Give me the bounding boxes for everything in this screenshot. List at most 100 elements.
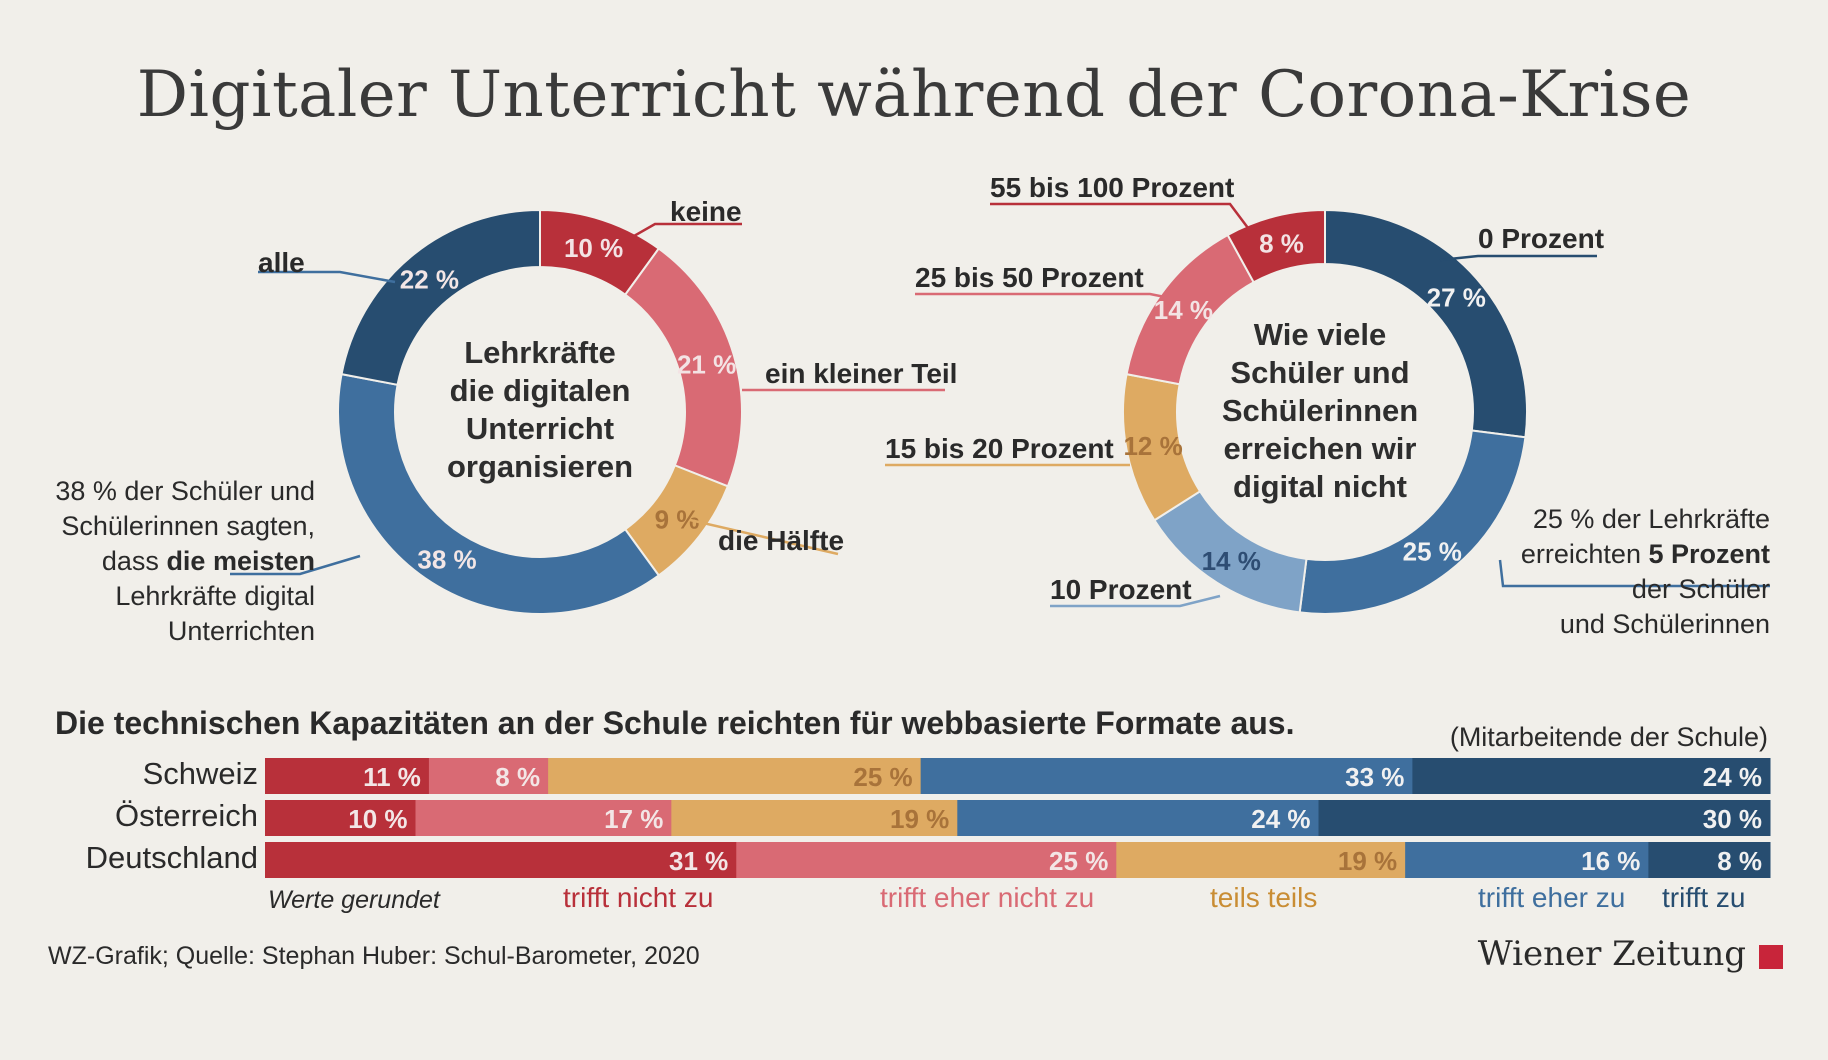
annotation-line: dass die meisten <box>40 544 315 579</box>
bar-segment <box>428 758 549 794</box>
annotation-line: 38 % der Schüler und <box>55 476 315 506</box>
bar-value-label: 33 % <box>1345 762 1404 792</box>
bar-segment <box>1318 800 1771 836</box>
slice-value-label: 25 % <box>1403 536 1462 566</box>
label-ein-kleiner-teil: ein kleiner Teil <box>765 358 958 389</box>
annotation-fragment: erreichten <box>1520 539 1649 569</box>
bar-value-label: 19 % <box>890 804 949 834</box>
label-10-prozent: 10 Prozent <box>1050 574 1192 605</box>
bar-segment <box>671 800 958 836</box>
bar-segment <box>265 758 430 794</box>
bar-segment <box>736 842 1117 878</box>
bar-value-label: 8 % <box>495 762 540 792</box>
annotation-emphasis: 5 Prozent <box>1648 539 1770 569</box>
bar-segment <box>1412 758 1771 794</box>
bar-segment <box>265 842 737 878</box>
row-label-oesterreich: Österreich <box>115 798 258 833</box>
bar-chart-title: Die technischen Kapazitäten an der Schul… <box>55 705 1295 741</box>
slice-value-label: 12 % <box>1123 431 1182 461</box>
bar-value-label: 16 % <box>1581 846 1640 876</box>
bar-value-label: 10 % <box>348 804 407 834</box>
donut2-center-text: Wie viele Schüler und Schülerinnen errei… <box>1200 316 1440 506</box>
legend-trifft-eher-zu: trifft eher zu <box>1478 882 1626 913</box>
leader-line <box>990 202 1249 229</box>
leader-line <box>258 270 396 284</box>
label-keine: keine <box>670 196 742 227</box>
annotation-line: 25 % der Lehrkräfte <box>1532 504 1770 534</box>
label-alle: alle <box>258 247 305 278</box>
slice-value-label: 27 % <box>1427 282 1486 312</box>
center-line: Unterricht <box>465 411 615 446</box>
donut1-annotation: 38 % der Schüler und Schülerinnen sagten… <box>40 474 315 649</box>
bar-value-label: 24 % <box>1251 804 1310 834</box>
annotation-emphasis: die meisten <box>166 546 315 576</box>
bar-value-label: 25 % <box>853 762 912 792</box>
label-die-haelfte: die Hälfte <box>718 525 845 556</box>
donut-slice <box>340 208 541 386</box>
bar-segment <box>957 800 1319 836</box>
row-label-deutschland: Deutschland <box>85 840 258 875</box>
donut-slice <box>1226 208 1326 284</box>
label-15-bis-20-prozent: 15 bis 20 Prozent <box>885 433 1114 464</box>
legend-trifft-eher-nicht-zu: trifft eher nicht zu <box>880 882 1095 913</box>
annotation-line: erreichten 5 Prozent <box>1480 537 1770 572</box>
brand-square-icon <box>1759 945 1783 969</box>
bar-segment <box>415 800 672 836</box>
leader-line <box>1439 254 1597 262</box>
center-line: organisieren <box>446 449 634 484</box>
center-line: die digitalen <box>449 373 631 408</box>
annotation-line: Lehrkräfte digital <box>115 581 315 611</box>
bar-value-label: 11 % <box>363 762 421 792</box>
leader-line <box>689 518 839 556</box>
slice-value-label: 8 % <box>1259 228 1304 258</box>
row-label-schweiz: Schweiz <box>142 756 258 791</box>
annotation-line: Schülerinnen sagten, <box>61 511 315 541</box>
bar-segment <box>265 800 416 836</box>
annotation-line: und Schülerinnen <box>1559 609 1770 639</box>
center-line: Lehrkräfte <box>464 335 616 370</box>
bar-segment <box>1648 842 1771 878</box>
annotation-line: Unterrichten <box>167 616 315 646</box>
legend-trifft-zu: trifft zu <box>1662 882 1746 913</box>
label-55-bis-100-prozent: 55 bis 100 Prozent <box>990 172 1235 203</box>
leader-line <box>1050 594 1221 608</box>
leader-line <box>230 554 361 576</box>
bar-value-label: 24 % <box>1703 762 1762 792</box>
center-line: Schülerinnen <box>1221 393 1419 428</box>
bar-segment <box>1116 842 1406 878</box>
label-0-prozent: 0 Prozent <box>1478 223 1605 254</box>
page-title: Digitaler Unterricht während der Corona-… <box>136 58 1692 132</box>
legend-teils-teils: teils teils <box>1210 882 1318 913</box>
legend-trifft-nicht-zu: trifft nicht zu <box>563 882 714 913</box>
bar-value-label: 30 % <box>1703 804 1762 834</box>
center-line: erreichen wir <box>1223 431 1417 466</box>
label-25-bis-50-prozent: 25 bis 50 Prozent <box>915 262 1144 293</box>
bar-segment <box>920 758 1413 794</box>
center-line: Wie viele <box>1253 317 1387 352</box>
bar-value-label: 17 % <box>604 804 663 834</box>
leader-line <box>915 292 1181 302</box>
annotation-fragment: dass <box>101 546 167 576</box>
center-line: Schüler und <box>1230 355 1410 390</box>
slice-value-label: 14 % <box>1202 546 1261 576</box>
bar-segment <box>1405 842 1649 878</box>
bar-value-label: 31 % <box>669 846 728 876</box>
bar-value-label: 19 % <box>1338 846 1397 876</box>
slice-value-label: 10 % <box>564 233 623 263</box>
donut1-center-text: Lehrkräfte die digitalen Unterricht orga… <box>420 334 660 486</box>
bar-value-label: 25 % <box>1049 846 1108 876</box>
rounding-note: Werte gerundet <box>268 886 440 914</box>
bar-chart-subtitle: (Mitarbeitende der Schule) <box>1449 722 1768 752</box>
bar-value-label: 8 % <box>1717 846 1762 876</box>
center-line: digital nicht <box>1233 469 1407 504</box>
donut-slice <box>337 372 661 615</box>
source-note: WZ-Grafik; Quelle: Stephan Huber: Schul-… <box>48 942 700 970</box>
slice-value-label: 14 % <box>1154 295 1213 325</box>
leader-line <box>619 222 742 246</box>
donut-charts: 10 %21 %9 %38 %22 %27 %25 %14 %12 %14 %8… <box>230 202 1770 615</box>
slice-value-label: 38 % <box>417 544 476 574</box>
leader-line <box>1498 559 1770 588</box>
annotation-line: der Schüler <box>1631 574 1770 604</box>
